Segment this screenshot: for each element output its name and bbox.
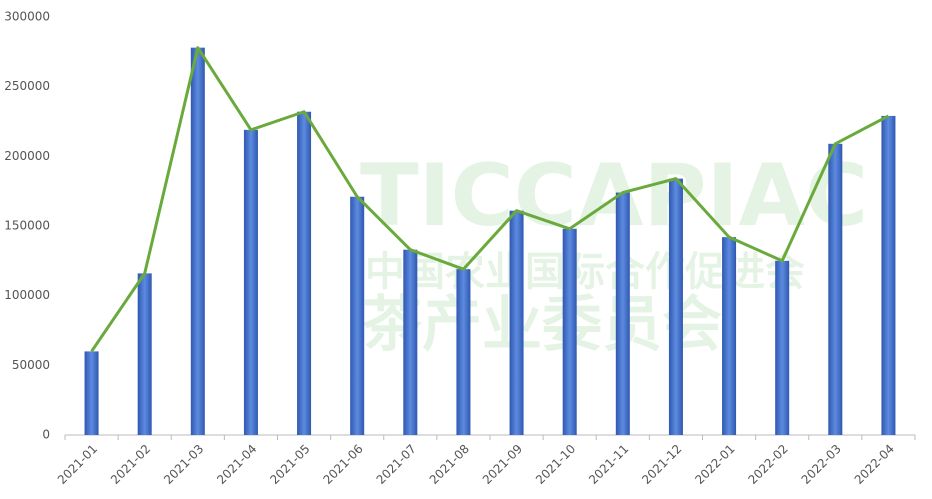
y-tick-label: 0 (42, 428, 50, 442)
watermark-text: 茶产业委员会 (362, 290, 722, 360)
x-tick-label: 2022-03 (799, 442, 844, 487)
x-tick-label: 2021-09 (480, 442, 525, 487)
x-tick-label: 2021-02 (108, 442, 153, 487)
y-tick-label: 50000 (12, 358, 50, 372)
x-tick-label: 2021-10 (533, 442, 578, 487)
x-tick-label: 2021-12 (639, 442, 684, 487)
x-tick-label: 2021-08 (427, 442, 472, 487)
y-tick-label: 250000 (4, 79, 50, 93)
x-tick-label: 2021-11 (586, 442, 631, 487)
bar (828, 143, 843, 435)
x-tick-label: 2022-01 (692, 442, 737, 487)
bar (562, 228, 577, 435)
bar (350, 196, 365, 435)
bar (615, 192, 630, 435)
watermark-text: TICCAPIAC (360, 146, 868, 246)
bar (403, 249, 418, 435)
bar (190, 47, 205, 436)
line (90, 46, 890, 353)
x-tick-label: 2021-05 (267, 442, 312, 487)
x-tick-label: 2021-06 (320, 442, 365, 487)
x-tick-label: 2021-07 (374, 442, 419, 487)
x-tick-label: 2021-01 (55, 442, 100, 487)
x-tick-label: 2021-04 (214, 442, 259, 487)
x-tick-label: 2022-02 (745, 442, 790, 487)
y-tick-label: 150000 (4, 219, 50, 233)
bar (722, 237, 737, 435)
bar (775, 260, 790, 435)
bar (509, 210, 524, 435)
y-tick-label: 100000 (4, 288, 50, 302)
bar (456, 269, 471, 435)
bar (243, 129, 258, 436)
y-tick-label: 300000 (4, 10, 50, 24)
watermark: TICCAPIAC 中国农业国际合作促进会 茶产业委员会 (360, 146, 868, 360)
bar (84, 351, 99, 435)
bar (297, 111, 312, 435)
x-tick-label: 2022-04 (852, 442, 897, 487)
bar (668, 178, 683, 436)
y-tick-label: 200000 (4, 149, 50, 163)
bar (881, 115, 896, 435)
x-tick-label: 2021-03 (161, 442, 206, 487)
bar (137, 273, 152, 435)
